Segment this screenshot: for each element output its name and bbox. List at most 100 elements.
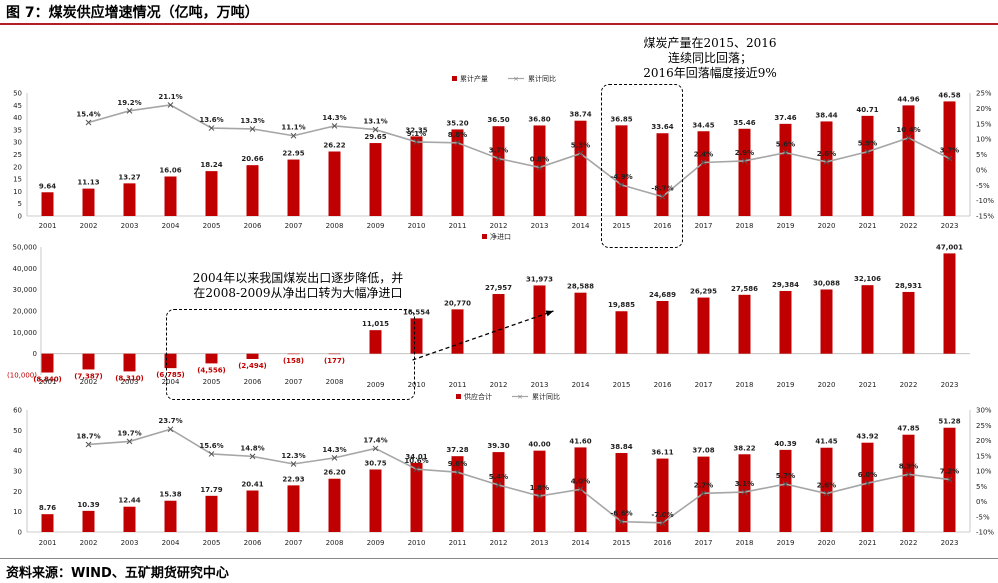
bar-value-label: 11.13 [77,179,99,187]
y-tick-label: 10 [13,508,22,516]
bar [205,171,218,216]
x-tick-label: 2017 [695,539,713,547]
bar-value-label: 13.27 [118,173,140,181]
y-tick-label: (10,000) [7,372,37,380]
bar-value-label: 47.85 [897,425,919,433]
bar [492,294,505,354]
yoy-label: 18.7% [76,432,100,440]
bar-value-label: (4,556) [197,366,226,374]
x-tick-label: 2021 [859,222,877,230]
x-tick-label: 2019 [777,222,795,230]
bar-value-label: 22.95 [282,150,304,158]
x-tick-label: 2018 [736,539,754,547]
bar-value-label: 34.45 [692,121,714,129]
x-tick-label: 2009 [367,381,385,389]
bar [615,311,628,354]
bar [82,353,95,370]
trend-arrow-line [412,310,554,361]
yoy-label: -8.7% [651,185,673,193]
bar-value-label: 16.06 [159,166,181,174]
x-tick-label: 2014 [572,222,590,230]
legend-line-marker: × [517,393,523,401]
y2-tick-label: 25% [976,90,992,98]
x-tick-label: 2006 [244,539,262,547]
bar [246,165,259,216]
y-tick-label: 30 [13,139,22,147]
x-tick-label: 2007 [285,378,303,386]
bar [123,183,136,216]
bar [328,478,341,532]
x-tick-label: 2001 [39,222,57,230]
bar-value-label: 29,384 [772,281,799,289]
x-tick-label: 2005 [203,378,221,386]
bar-value-label: 20.66 [241,155,263,163]
yoy-point [659,519,666,526]
x-tick-label: 2017 [695,381,713,389]
yoy-point [413,466,420,473]
yoy-point [167,102,174,108]
yoy-point [536,493,543,499]
bar [943,253,956,354]
bar [451,456,464,532]
bar-value-label: 34.01 [405,453,427,461]
yoy-label: 9.6% [448,460,467,468]
yoy-label: 1.8% [530,484,549,492]
yoy-label: 5.4% [489,473,508,481]
yoy-point [290,461,297,467]
y2-tick-label: 20% [976,437,992,445]
x-tick-label: 2009 [367,539,385,547]
bar-value-label: 22.93 [282,475,304,483]
title-rule [0,23,998,25]
bar-value-label: 9.64 [39,182,56,190]
y-tick-label: 10,000 [13,329,38,337]
page-title: 图 7：煤炭供应增速情况（亿吨，万吨） [6,5,259,21]
x-tick-label: 2023 [941,381,959,389]
bar-value-label: 11,015 [362,320,389,328]
bar-value-label: (2,494) [238,362,267,370]
yoy-point [823,159,830,165]
middle-annotation-line: 2004年以来我国煤炭出口逐步降低，并 [192,271,404,285]
y-tick-label: 0 [33,350,37,358]
x-tick-label: 2004 [162,222,180,230]
yoy-label: 13.3% [240,117,264,125]
bar [410,136,423,216]
x-tick-label: 2001 [39,539,57,547]
bar [492,126,505,216]
yoy-point [495,155,502,162]
yoy-label: 3.1% [735,480,754,488]
y2-tick-label: 25% [976,422,992,430]
y-tick-label: 50 [13,427,22,435]
yoy-line [88,104,950,198]
y2-tick-label: -15% [976,213,994,221]
yoy-label: -4.9% [610,173,632,181]
x-tick-label: 2013 [531,539,549,547]
bar [820,289,833,354]
bar [902,105,915,216]
yoy-label: 19.7% [117,429,141,437]
yoy-point [905,471,912,478]
bar-value-label: 43.92 [856,433,878,441]
yoy-label: 0.8% [530,155,549,163]
legend-label: 净进口 [490,232,511,241]
bar-value-label: 38.74 [569,111,591,119]
bar [779,290,792,354]
y-tick-label: 40,000 [13,265,38,273]
bar [738,454,751,532]
x-tick-label: 2003 [121,378,139,386]
yoy-label: 3.7% [940,146,959,154]
y-tick-label: 30 [13,468,22,476]
bar-value-label: (158) [283,357,304,365]
yoy-label: 3.7% [489,146,508,154]
bar-value-label: 20.41 [241,480,263,488]
y-tick-label: 35 [13,126,22,134]
bar [164,176,177,216]
middle-annotation: 2004年以来我国煤炭出口逐步降低，并 在2008-2009从净出口转为大幅净进… [178,271,418,301]
bar-value-label: 38.22 [733,444,755,452]
bar-value-label: 28,588 [567,283,594,291]
x-tick-label: 2010 [408,381,426,389]
yoy-label: 10.4% [896,126,920,134]
x-tick-label: 2015 [613,381,631,389]
y2-tick-label: 20% [976,105,992,113]
bar-value-label: 36.80 [528,115,550,123]
yoy-point [946,155,953,162]
